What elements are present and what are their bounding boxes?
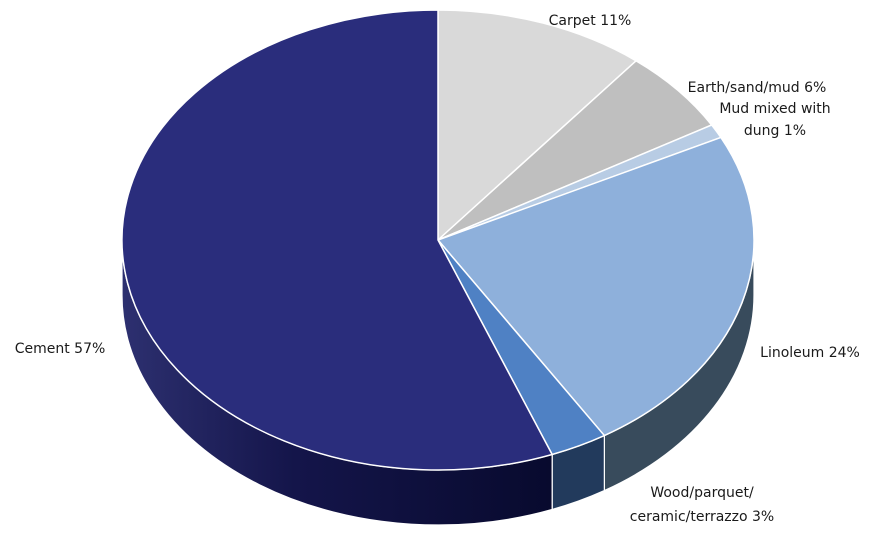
pie-label-2: Mud mixed with dung 1% — [719, 101, 830, 139]
pie-label-4: Wood/parquet/ceramic/terrazzo 3% — [630, 485, 774, 525]
pie-slice-0 — [437, 9, 637, 241]
pie-top-slices — [121, 9, 755, 471]
pie-label-0: Carpet 11% — [549, 13, 632, 29]
pie-slice-3 — [437, 136, 755, 437]
pie-labels: Carpet 11% Earth/sand/mud 6% Mud mixed wit… — [15, 13, 860, 525]
pie-slice-5 — [121, 9, 553, 471]
pie-label-3: Linoleum 24% — [760, 345, 860, 361]
pie-label-5: Cement 57% — [15, 341, 106, 357]
pie-label-1: Earth/sand/mud 6% — [688, 80, 827, 96]
